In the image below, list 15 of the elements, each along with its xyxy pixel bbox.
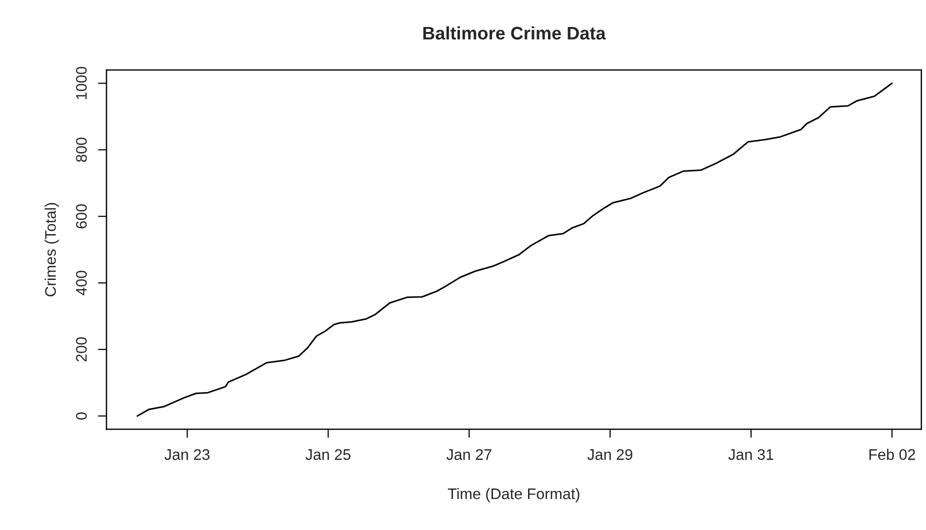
y-tick-label: 600 [76, 204, 87, 228]
y-tick-label: 0 [76, 412, 87, 420]
x-axis-title: Time (Date Format) [448, 488, 580, 502]
y-tick-label: 1000 [76, 66, 87, 100]
y-tick-label: 800 [76, 138, 87, 162]
x-tick-label: Jan 31 [728, 449, 774, 460]
y-axis-title: Crimes (Total) [44, 203, 59, 296]
y-tick-label: 200 [76, 337, 87, 362]
x-tick-label: Jan 23 [164, 449, 210, 460]
x-tick-label: Jan 27 [446, 449, 492, 460]
x-tick-label: Feb 02 [869, 448, 916, 460]
x-tick-label: Jan 25 [306, 449, 350, 460]
chart-title: Baltimore Crime Data [423, 26, 606, 40]
y-tick-label: 400 [76, 270, 87, 296]
x-tick-label: Jan 29 [587, 449, 632, 460]
